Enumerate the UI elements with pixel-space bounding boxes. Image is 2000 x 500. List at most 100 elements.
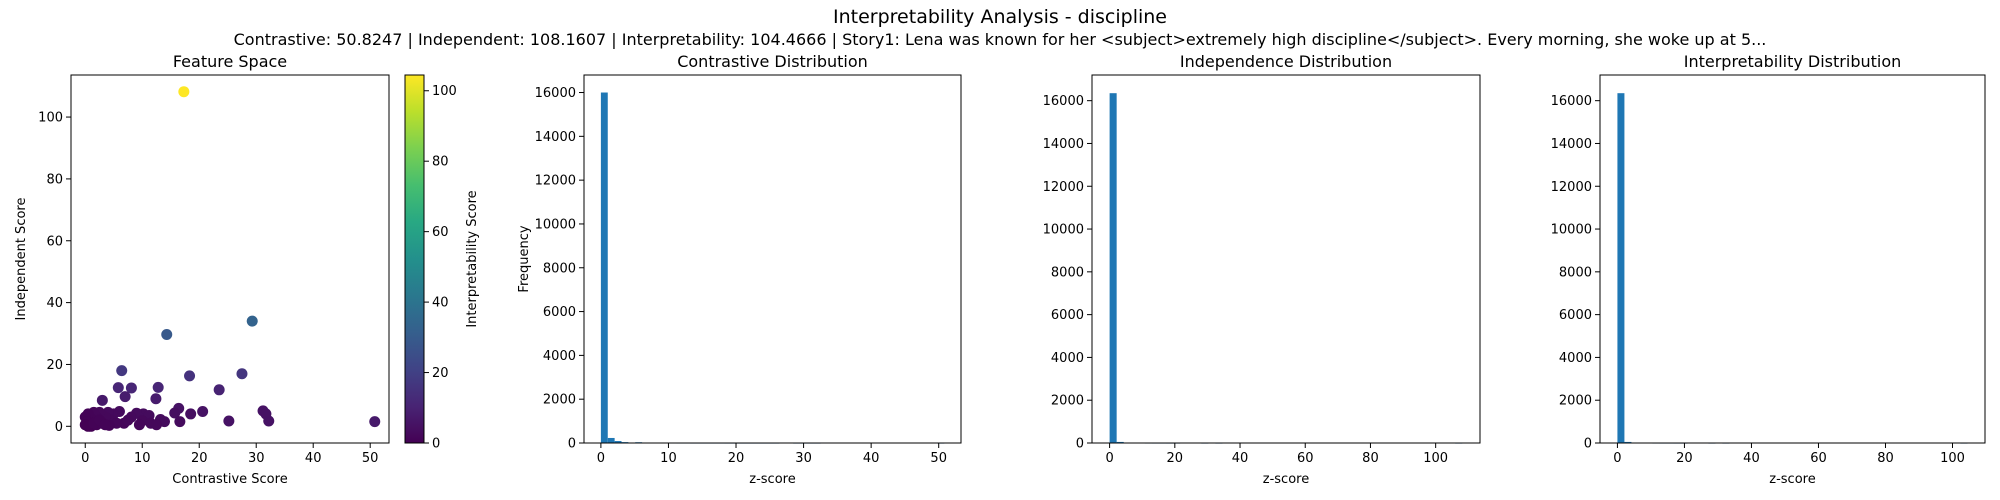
y-tick-label: 100 bbox=[38, 111, 63, 126]
y-tick-label: 0 bbox=[1584, 437, 1592, 452]
chart-1-xlabel: Contrastive Score bbox=[172, 472, 287, 487]
x-tick-label: 100 bbox=[1423, 451, 1448, 466]
x-tick-label: 50 bbox=[930, 451, 947, 466]
colorbar bbox=[404, 74, 425, 444]
x-tick-label: 80 bbox=[1877, 451, 1894, 466]
scatter-point bbox=[197, 405, 209, 417]
x-tick-label: 40 bbox=[1743, 451, 1760, 466]
y-tick-label: 4000 bbox=[1559, 351, 1592, 366]
colorbar-tick-label: 0 bbox=[432, 437, 440, 452]
y-tick-label: 0 bbox=[55, 420, 63, 435]
plot-frame bbox=[70, 74, 390, 444]
chart-3-title: Independence Distribution bbox=[1180, 52, 1392, 71]
plot-frame bbox=[1091, 74, 1481, 444]
y-tick-label: 14000 bbox=[535, 130, 576, 145]
scatter-point bbox=[96, 394, 108, 406]
y-tick-label: 80 bbox=[46, 172, 63, 187]
scatter-point bbox=[213, 384, 225, 396]
y-tick-label: 16000 bbox=[1043, 94, 1084, 109]
chart-1-title: Feature Space bbox=[173, 52, 287, 71]
colorbar-tick-label: 20 bbox=[432, 366, 449, 381]
scatter-point bbox=[174, 416, 186, 428]
scatter-point bbox=[112, 382, 124, 394]
y-tick-label: 60 bbox=[46, 234, 63, 249]
scatter-point bbox=[184, 370, 196, 382]
scatter-point bbox=[116, 365, 128, 377]
x-tick-label: 40 bbox=[863, 451, 880, 466]
chart-3-xlabel: z-score bbox=[1263, 472, 1309, 487]
scatter-point bbox=[122, 414, 134, 426]
scatter-point bbox=[99, 419, 111, 431]
x-tick-label: 40 bbox=[305, 451, 322, 466]
histogram-bar bbox=[607, 437, 615, 443]
y-tick-label: 0 bbox=[568, 437, 576, 452]
scatter-point bbox=[236, 368, 248, 380]
x-tick-label: 0 bbox=[81, 451, 89, 466]
chart-4-xlabel: z-score bbox=[1769, 472, 1815, 487]
y-tick-label: 6000 bbox=[1559, 308, 1592, 323]
chart-1-ylabel: Independent Score bbox=[14, 198, 29, 321]
plot-frame bbox=[1599, 74, 1986, 444]
scatter-point bbox=[246, 315, 258, 327]
histogram-bar bbox=[1109, 93, 1117, 443]
figure-subtitle: Contrastive: 50.8247 | Independent: 108.… bbox=[233, 30, 1767, 49]
colorbar-tick-label: 100 bbox=[432, 84, 457, 99]
scatter-point bbox=[119, 391, 131, 403]
y-tick-label: 16000 bbox=[535, 86, 576, 101]
colorbar-tick-label: 40 bbox=[432, 296, 449, 311]
y-tick-label: 20 bbox=[46, 358, 63, 373]
x-tick-label: 0 bbox=[597, 451, 605, 466]
y-tick-label: 4000 bbox=[1051, 351, 1084, 366]
chart-4-title: Interpretability Distribution bbox=[1684, 52, 1902, 71]
y-tick-label: 10000 bbox=[1043, 223, 1084, 238]
histogram-bar bbox=[1624, 441, 1632, 443]
x-tick-label: 20 bbox=[1167, 451, 1184, 466]
x-tick-label: 20 bbox=[728, 451, 745, 466]
chart-2-ylabel: Frequency bbox=[517, 225, 532, 292]
scatter-point bbox=[125, 382, 137, 394]
x-tick-label: 30 bbox=[795, 451, 812, 466]
plot-frame bbox=[583, 74, 962, 444]
y-tick-label: 8000 bbox=[1559, 265, 1592, 280]
y-tick-label: 14000 bbox=[1551, 137, 1592, 152]
y-tick-label: 8000 bbox=[543, 261, 576, 276]
scatter-point bbox=[185, 408, 197, 420]
y-tick-label: 2000 bbox=[543, 393, 576, 408]
histogram-bar bbox=[1116, 441, 1124, 443]
chart-2-title: Contrastive Distribution bbox=[677, 52, 868, 71]
x-tick-label: 80 bbox=[1362, 451, 1379, 466]
colorbar-tick-label: 60 bbox=[432, 225, 449, 240]
scatter-point bbox=[169, 407, 181, 419]
y-tick-label: 10000 bbox=[535, 217, 576, 232]
scatter-point bbox=[369, 416, 381, 428]
x-tick-label: 60 bbox=[1810, 451, 1827, 466]
scatter-point bbox=[150, 393, 162, 405]
scatter-point bbox=[133, 419, 145, 431]
x-tick-label: 100 bbox=[1940, 451, 1965, 466]
y-tick-label: 2000 bbox=[1559, 394, 1592, 409]
y-tick-label: 8000 bbox=[1051, 265, 1084, 280]
y-tick-label: 0 bbox=[1076, 437, 1084, 452]
scatter-point bbox=[178, 86, 190, 98]
x-tick-label: 10 bbox=[134, 451, 151, 466]
x-tick-label: 40 bbox=[1232, 451, 1249, 466]
x-tick-label: 0 bbox=[1613, 451, 1621, 466]
colorbar-tick-label: 80 bbox=[432, 155, 449, 170]
y-tick-label: 12000 bbox=[1551, 180, 1592, 195]
y-tick-label: 14000 bbox=[1043, 137, 1084, 152]
x-tick-label: 20 bbox=[1676, 451, 1693, 466]
scatter-point bbox=[161, 328, 173, 340]
scatter-point bbox=[223, 415, 235, 427]
y-tick-label: 16000 bbox=[1551, 94, 1592, 109]
scatter-point bbox=[152, 381, 164, 393]
y-tick-label: 6000 bbox=[543, 305, 576, 320]
figure-suptitle: Interpretability Analysis - discipline bbox=[833, 6, 1167, 28]
x-tick-label: 30 bbox=[248, 451, 265, 466]
x-tick-label: 0 bbox=[1105, 451, 1113, 466]
y-tick-label: 10000 bbox=[1551, 223, 1592, 238]
x-tick-label: 10 bbox=[660, 451, 677, 466]
y-tick-label: 2000 bbox=[1051, 394, 1084, 409]
y-tick-label: 40 bbox=[46, 296, 63, 311]
